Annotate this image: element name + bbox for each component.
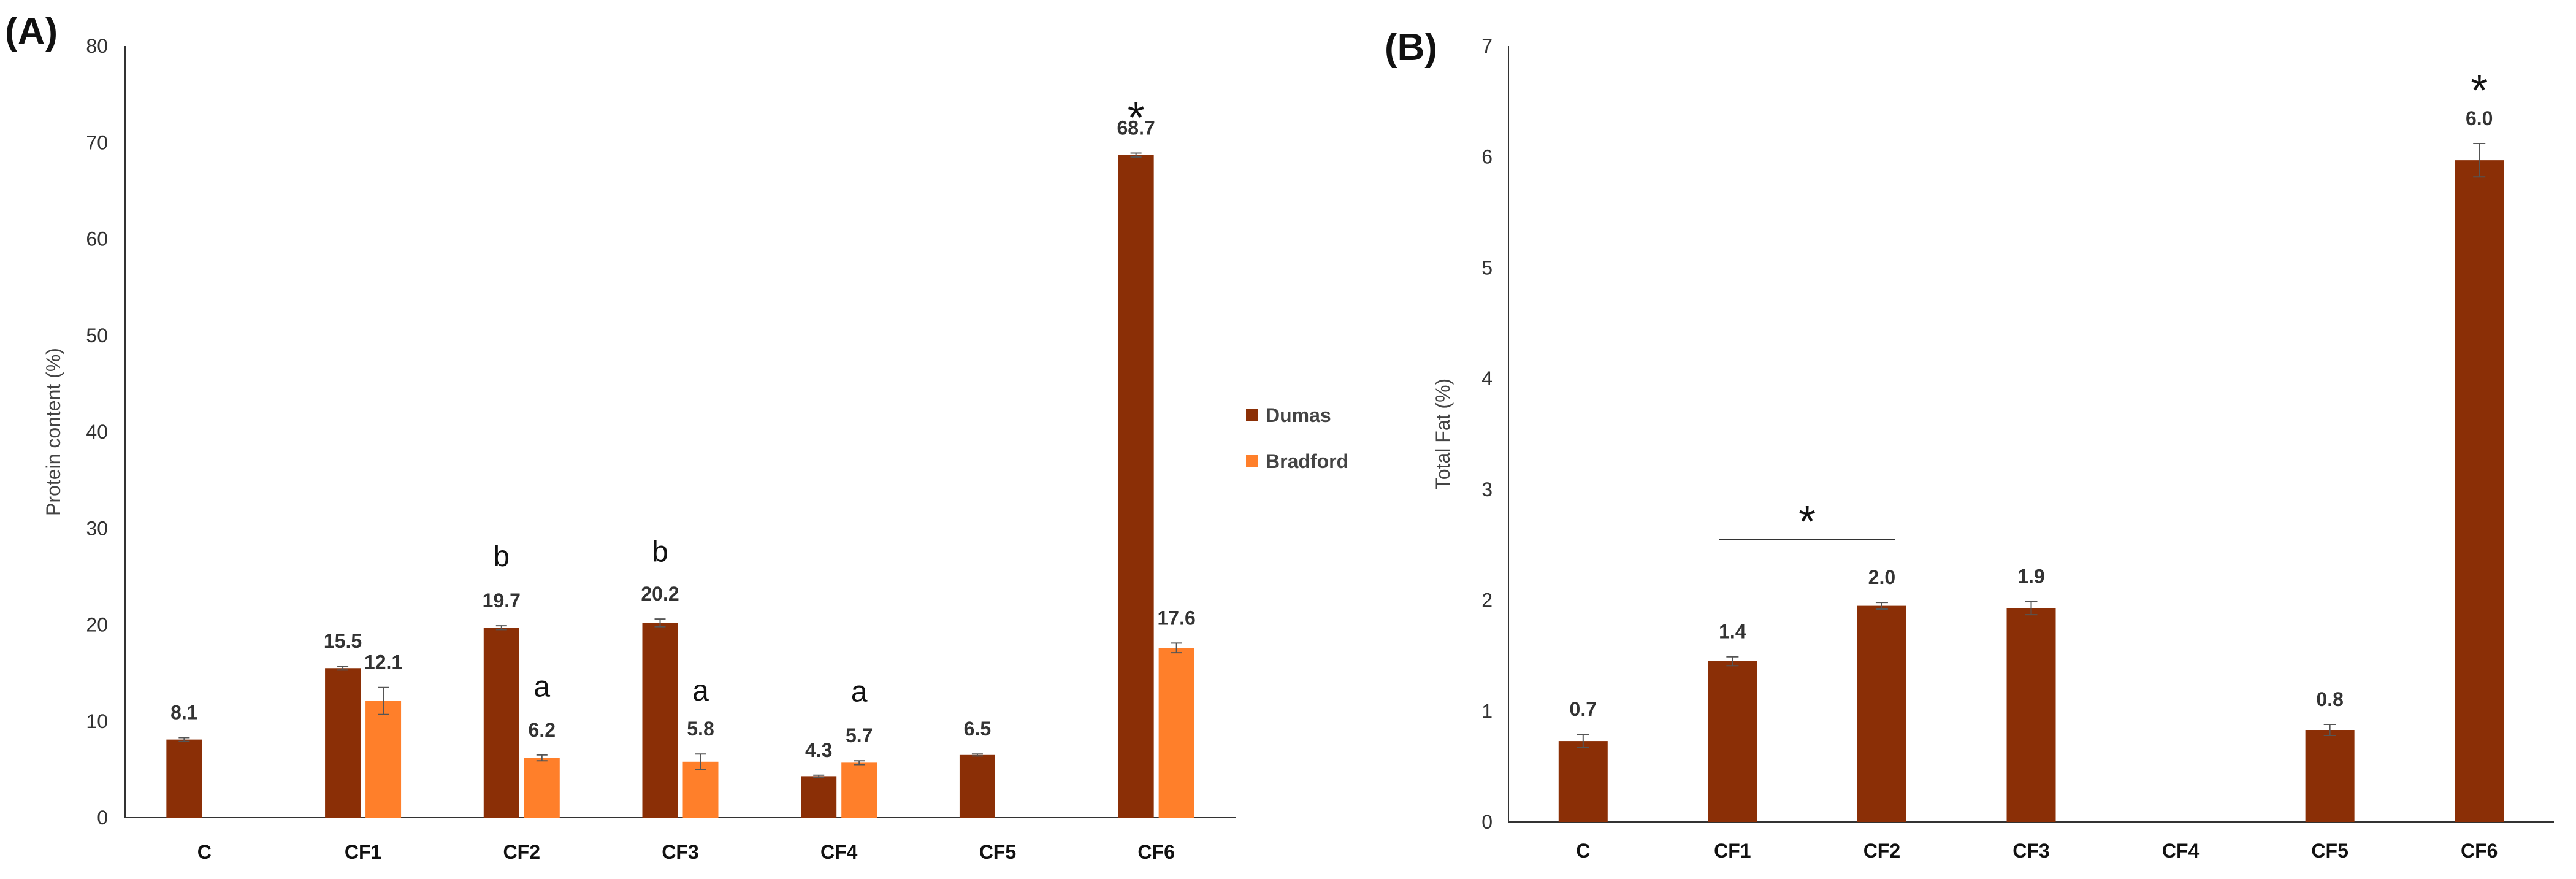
data-label: 2.0 — [1868, 566, 1895, 588]
y-tick-label: 10 — [86, 710, 108, 732]
bar-total-fat-cf3 — [2006, 608, 2056, 822]
x-tick-label: C — [1576, 840, 1590, 862]
y-tick-label: 60 — [86, 228, 108, 250]
x-tick-label: CF4 — [2162, 840, 2200, 862]
y-tick-label: 50 — [86, 324, 108, 347]
bar-bradford-cf4 — [841, 762, 877, 818]
y-tick-label: 0 — [97, 807, 108, 829]
data-label: 68.7 — [1117, 117, 1155, 139]
x-tick-label: CF1 — [1714, 840, 1751, 862]
bar-dumas-cf3 — [642, 623, 678, 818]
x-tick-label: CF5 — [2311, 840, 2348, 862]
data-label: 4.3 — [805, 739, 832, 761]
legend-swatch — [1246, 409, 1258, 421]
data-label: 6.5 — [964, 718, 991, 740]
x-tick-label: CF2 — [1863, 840, 1900, 862]
data-label: 8.1 — [170, 701, 197, 723]
significance-letter: b — [652, 535, 668, 568]
data-label: 12.1 — [364, 651, 402, 674]
bar-dumas-cf2 — [483, 628, 519, 818]
x-tick-label: CF1 — [345, 841, 381, 863]
y-tick-label: 5 — [1481, 256, 1492, 278]
y-tick-label: 2 — [1481, 589, 1492, 612]
x-tick-label: CF6 — [2461, 840, 2498, 862]
legend: Dumas Bradford — [1246, 404, 1348, 472]
y-axis-title: Protein content (%) — [42, 348, 64, 516]
significance-letter: a — [533, 671, 550, 704]
x-tick-label: C — [197, 841, 212, 863]
y-tick-label: 80 — [86, 35, 108, 57]
y-tick-label: 6 — [1481, 146, 1492, 168]
y-tick-label: 0 — [1481, 811, 1492, 833]
bar-total-fat-cf1 — [1708, 661, 1757, 822]
data-label: 6.0 — [2466, 107, 2493, 129]
y-tick-label: 7 — [1481, 35, 1492, 57]
data-label: 19.7 — [483, 589, 521, 612]
y-tick-label: 4 — [1481, 367, 1492, 390]
bar-total-fat-cf5 — [2305, 730, 2355, 822]
bar-dumas-cf1 — [325, 668, 361, 818]
bar-bradford-cf3 — [682, 761, 719, 818]
y-axis-title: Total Fat (%) — [1432, 378, 1454, 489]
x-tick-label: CF3 — [2012, 840, 2049, 862]
data-label: 1.9 — [2017, 565, 2044, 587]
bar-bradford-cf2 — [524, 758, 560, 818]
y-tick-label: 3 — [1481, 478, 1492, 501]
significance-star: * — [1798, 497, 1816, 547]
panel-a-chart: (A) 0 10 20 30 40 50 60 70 80 Protein content (%) C… — [5, 10, 1348, 863]
y-tick-label: 70 — [86, 131, 108, 153]
bar-dumas-cf4 — [801, 776, 837, 818]
bar-dumas-cf6 — [1118, 155, 1154, 818]
data-label: 5.8 — [687, 718, 714, 740]
x-tick-label: CF3 — [662, 841, 698, 863]
y-tick-label: 20 — [86, 614, 108, 636]
bar-total-fat-cf2 — [1857, 605, 1906, 822]
bar-bradford-cf6 — [1158, 648, 1194, 818]
y-tick-label: 30 — [86, 517, 108, 539]
data-label: 6.2 — [529, 719, 556, 741]
data-label: 20.2 — [641, 583, 679, 605]
legend-label: Bradford — [1266, 450, 1348, 472]
legend-swatch — [1246, 455, 1258, 467]
panel-b-label: (B) — [1385, 26, 1437, 69]
bar-dumas-c — [166, 739, 202, 818]
significance-letter: b — [493, 540, 510, 573]
bar-bradford-cf1 — [365, 701, 402, 818]
bar-total-fat-c — [1558, 741, 1608, 822]
x-tick-label: CF4 — [820, 841, 858, 863]
data-label: 15.5 — [324, 630, 362, 652]
significance-star: * — [1128, 94, 1145, 143]
data-label: 0.8 — [2316, 688, 2343, 710]
bar-dumas-cf5 — [959, 754, 995, 818]
x-tick-label: CF5 — [979, 841, 1016, 863]
significance-star: * — [2471, 66, 2488, 115]
y-tick-label: 40 — [86, 421, 108, 443]
x-tick-label: CF6 — [1137, 841, 1174, 863]
significance-letter: a — [692, 675, 709, 707]
significance-letter: a — [851, 675, 868, 708]
data-label: 0.7 — [1570, 698, 1597, 720]
panel-a-label: (A) — [5, 10, 58, 53]
data-label: 1.4 — [1719, 621, 1746, 643]
data-label: 5.7 — [846, 724, 873, 747]
bar-total-fat-cf6 — [2455, 160, 2504, 822]
legend-label: Dumas — [1266, 404, 1331, 426]
y-tick-label: 1 — [1481, 700, 1492, 722]
data-label: 17.6 — [1158, 607, 1196, 629]
panel-b-chart: (B) 0 1 2 3 4 5 6 7 Total Fat (%) C CF1 CF2 CF3 CF4 CF5… — [1385, 26, 2554, 862]
x-tick-label: CF2 — [503, 841, 540, 863]
